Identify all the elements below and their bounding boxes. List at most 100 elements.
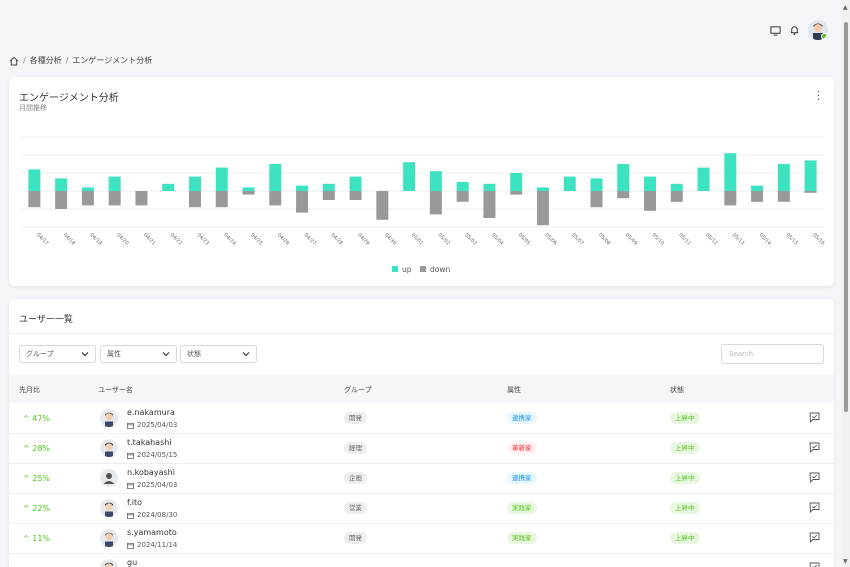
feedback-icon[interactable] [809,412,820,425]
legend-label: up [402,265,412,274]
x-tick-label: 05/08 [597,232,611,246]
user-name[interactable]: gu [127,558,138,567]
calendar-icon [127,512,134,519]
breadcrumb-separator: / [65,56,69,65]
bar-down [269,191,282,206]
attribute-tag: 実践家 [507,502,537,514]
x-tick-label: 05/12 [704,232,718,246]
group-tag: 経理 [344,442,367,454]
user-name[interactable]: s.yamamoto [127,528,177,537]
x-tick-label: 05/15 [784,232,798,246]
table-row[interactable]: ^ 28% t.takahashi 2024/05/15 経理 革新家 上昇中 [9,433,834,464]
join-date-text: 2025/04/03 [137,481,178,489]
user-name[interactable]: t.takahashi [127,438,172,447]
bar-up [804,160,817,191]
feedback-icon[interactable] [809,502,820,515]
x-tick-label: 05/05 [517,232,531,246]
status-filter[interactable]: 状態 [180,345,257,363]
table-header: 先月比 ユーザー名 グループ 属性 状態 [9,375,834,403]
top-bar [0,0,842,50]
bar-down [188,191,201,208]
bar-up [188,176,201,191]
join-date: 2024/11/14 [127,541,177,549]
feedback-icon[interactable] [809,532,820,545]
online-indicator [821,33,828,40]
user-name[interactable]: e.nakamura [127,408,175,417]
bar-down [242,191,255,195]
feedback-icon[interactable] [809,472,820,485]
x-tick-label: 04/18 [62,232,76,246]
chevron-down-icon [162,352,170,357]
feedback-icon[interactable] [809,562,820,567]
column-header-username[interactable]: ユーザー名 [98,386,133,394]
feedback-icon[interactable] [809,442,820,455]
bar-up [617,164,630,191]
x-tick-label: 04/20 [115,232,129,246]
x-tick-label: 04/23 [196,232,210,246]
bar-down [376,191,389,220]
change-percent: ^ 47% [23,414,51,423]
more-menu-icon[interactable]: · · · [816,87,820,106]
column-header-group[interactable]: グループ [344,386,372,394]
table-row[interactable]: ^ 47% e.nakamura 2025/04/03 開発 連携家 上昇中 [9,403,834,434]
column-header-status[interactable]: 状態 [670,386,684,394]
x-tick-label: 04/22 [169,232,183,246]
x-tick-label: 05/01 [410,232,424,246]
table-row[interactable]: ^ 22% f.ito 2024/08/30 営業 実践家 上昇中 [9,493,834,524]
x-tick-label: 04/24 [222,232,236,246]
bar-down [777,191,790,202]
table-row[interactable]: ^ 11% s.yamamoto 2024/11/14 開発 実践家 上昇中 [9,523,834,554]
bar-down [617,191,630,199]
breadcrumb-separator: / [23,56,26,65]
engagement-bar-chart: 04/17 04/18 04/19 04/20 04/21 04/22 04/23 04/24… [21,136,826,274]
x-tick-label: 05/09 [624,232,638,246]
divider [9,333,834,334]
status-tag: 上昇中 [670,532,700,544]
x-tick-label: 04/27 [303,232,317,246]
chevron-down-icon [242,352,250,357]
x-tick-label: 04/28 [329,232,343,246]
bar-up [322,183,335,191]
legend-label: down [430,265,450,274]
attribute-filter[interactable]: 属性 [100,345,177,363]
bar-down [296,191,309,213]
avatar [100,409,118,427]
user-name[interactable]: f.ito [127,498,143,507]
user-name[interactable]: n.kobayashi [127,468,175,477]
page-scrollbar[interactable]: ▲ ▼ [842,0,850,567]
table-row[interactable]: gu [9,553,834,567]
scroll-down-icon[interactable]: ▼ [843,558,848,565]
bar-up [724,153,737,191]
join-date-text: 2024/05/15 [137,451,178,459]
bar-down [349,191,362,200]
table-row[interactable]: ^ 25% n.kobayashi 2025/04/03 企画 連携家 上昇中 [9,463,834,494]
monitor-icon[interactable] [770,25,781,36]
bar-up [510,173,523,191]
avatar [100,559,118,567]
breadcrumb-item-analysis[interactable]: 各種分析 [29,56,62,65]
join-date-text: 2025/04/03 [137,421,178,429]
x-tick-label: 05/10 [651,232,665,246]
change-percent: ^ 28% [23,444,51,453]
column-header-change[interactable]: 先月比 [19,386,40,394]
x-tick-label: 05/02 [436,232,450,246]
legend-swatch [392,266,398,272]
column-header-attribute[interactable]: 属性 [507,386,521,394]
join-date: 2024/08/30 [127,511,177,519]
scroll-up-icon[interactable]: ▲ [843,4,848,11]
user-avatar[interactable] [808,20,828,40]
bar-up [269,164,282,191]
home-icon[interactable] [9,56,19,66]
engagement-chart-card: エンゲージメント分析 月間推移 · · · 04/17 04/18 04/19 04/20… [9,77,834,286]
group-tag: 開発 [344,412,367,424]
bar-up [456,182,469,191]
bar-down [28,191,41,208]
bell-icon[interactable] [789,24,800,36]
x-tick-label: 04/25 [249,232,263,246]
user-list-card: ユーザー一覧 グループ 属性 状態 Search 先月比 ユーザー名 グループ … [9,299,834,567]
scrollbar-thumb[interactable] [844,22,848,412]
change-percent: ^ 25% [23,474,51,483]
group-filter[interactable]: グループ [19,345,96,363]
x-tick-label: 04/29 [356,232,370,246]
search-input[interactable]: Search [721,344,824,364]
